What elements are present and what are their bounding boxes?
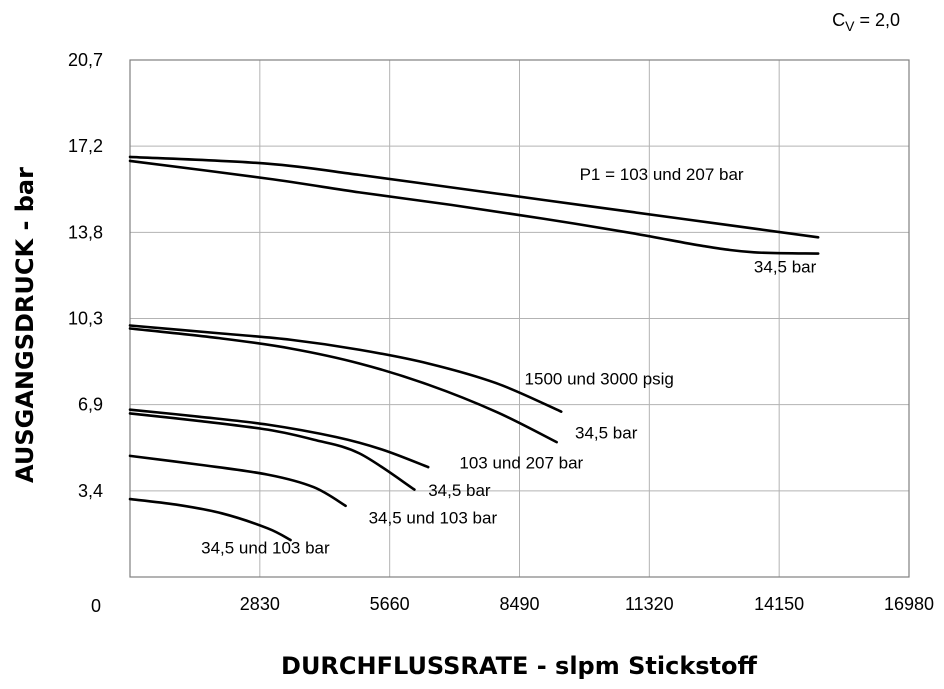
series-line-4 xyxy=(128,327,558,444)
cv-label-sub: V xyxy=(845,18,855,34)
cv-label: CV = 2,0 xyxy=(832,10,900,34)
annotation-label: 34,5 bar xyxy=(575,423,638,442)
x-tick-label: 8490 xyxy=(499,594,539,614)
x-tick-label: 2830 xyxy=(240,594,280,614)
series-line-8 xyxy=(128,497,292,542)
series-line-3 xyxy=(128,324,563,413)
x-axis-title: DURCHFLUSSRATE - slpm Stickstoff xyxy=(281,652,758,680)
y-tick-label: 6,9 xyxy=(78,395,103,415)
x-tick-label: 11320 xyxy=(625,594,674,614)
y-tick-label: 3,4 xyxy=(78,481,103,501)
series-line-2 xyxy=(128,159,820,255)
y-tick-label: 10,3 xyxy=(68,309,103,329)
y-tick-labels: 3,4 6,9 10,3 13,8 17,2 20,7 xyxy=(68,50,103,501)
series-group xyxy=(128,155,820,542)
series-line-5 xyxy=(128,408,430,469)
series-line-7 xyxy=(128,454,347,508)
y-axis-title: AUSGANGSDRUCK - bar xyxy=(11,167,39,483)
plot-frame xyxy=(129,59,910,578)
x-tick-label: 5660 xyxy=(370,594,410,614)
annotations: P1 = 103 und 207 bar 34,5 bar 1500 und 300… xyxy=(201,165,817,557)
y-tick-label: 13,8 xyxy=(68,222,103,242)
annotation-label: 103 und 207 bar xyxy=(459,453,583,472)
annotation-label: 34,5 bar xyxy=(754,257,817,276)
series-line-1 xyxy=(128,155,820,239)
annotation-label: P1 = 103 und 207 bar xyxy=(580,165,744,184)
annotation-label: 34,5 und 103 bar xyxy=(201,538,330,557)
x-tick-label: 14150 xyxy=(754,594,804,614)
y-tick-label: 17,2 xyxy=(68,136,103,156)
series-line-6 xyxy=(128,412,416,491)
cv-label-prefix: C xyxy=(832,10,845,30)
x-tick-label: 0 xyxy=(91,596,101,616)
y-tick-label: 20,7 xyxy=(68,50,103,70)
annotation-label: 34,5 bar xyxy=(428,481,491,500)
cv-label-suffix: = 2,0 xyxy=(854,10,900,30)
x-tick-label: 16980 xyxy=(884,594,934,614)
annotation-label: 34,5 und 103 bar xyxy=(369,508,498,527)
x-tick-labels: 0 2830 5660 8490 11320 14150 16980 xyxy=(91,594,934,616)
annotation-label: 1500 und 3000 psig xyxy=(525,370,674,389)
